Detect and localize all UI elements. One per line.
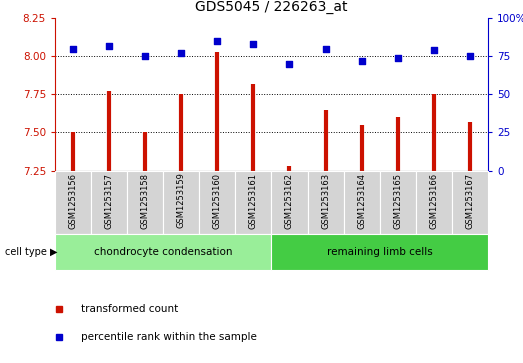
Title: GDS5045 / 226263_at: GDS5045 / 226263_at xyxy=(195,0,348,15)
Point xyxy=(393,55,402,61)
Point xyxy=(285,61,293,67)
Bar xyxy=(55,171,91,234)
Point xyxy=(429,47,438,53)
Text: GSM1253167: GSM1253167 xyxy=(465,172,474,229)
Bar xyxy=(308,171,344,234)
Bar xyxy=(91,171,127,234)
Bar xyxy=(199,171,235,234)
Bar xyxy=(380,171,416,234)
Text: GSM1253162: GSM1253162 xyxy=(285,172,294,229)
Bar xyxy=(163,171,199,234)
Point xyxy=(69,46,77,52)
Point xyxy=(321,46,329,52)
Text: GSM1253157: GSM1253157 xyxy=(105,172,113,229)
Bar xyxy=(271,171,308,234)
Text: GSM1253160: GSM1253160 xyxy=(213,172,222,229)
Bar xyxy=(55,234,271,270)
Bar xyxy=(416,171,452,234)
Bar xyxy=(344,171,380,234)
Text: GSM1253159: GSM1253159 xyxy=(177,172,186,228)
Point xyxy=(177,50,185,56)
Bar xyxy=(452,171,488,234)
Text: cell type ▶: cell type ▶ xyxy=(5,247,58,257)
Point xyxy=(141,53,149,59)
Text: GSM1253163: GSM1253163 xyxy=(321,172,330,229)
Point xyxy=(213,38,221,44)
Text: GSM1253158: GSM1253158 xyxy=(141,172,150,229)
Bar xyxy=(235,171,271,234)
Text: transformed count: transformed count xyxy=(81,304,178,314)
Point xyxy=(105,43,113,49)
Text: chondrocyte condensation: chondrocyte condensation xyxy=(94,247,232,257)
Point xyxy=(249,41,257,47)
Text: GSM1253164: GSM1253164 xyxy=(357,172,366,229)
Text: percentile rank within the sample: percentile rank within the sample xyxy=(81,333,257,342)
Bar xyxy=(271,234,488,270)
Text: GSM1253156: GSM1253156 xyxy=(69,172,77,229)
Text: GSM1253161: GSM1253161 xyxy=(249,172,258,229)
Point xyxy=(357,58,366,64)
Bar xyxy=(127,171,163,234)
Text: remaining limb cells: remaining limb cells xyxy=(327,247,433,257)
Text: GSM1253165: GSM1253165 xyxy=(393,172,402,229)
Point xyxy=(465,53,474,59)
Text: GSM1253166: GSM1253166 xyxy=(429,172,438,229)
